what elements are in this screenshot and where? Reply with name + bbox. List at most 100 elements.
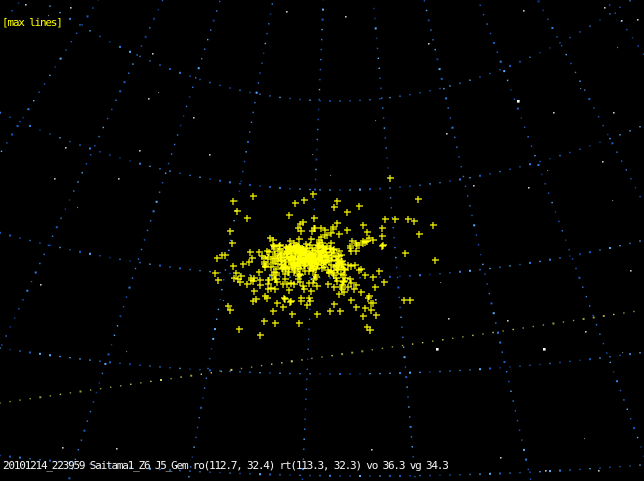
grid-dot bbox=[223, 279, 225, 281]
grid-dot bbox=[259, 473, 261, 476]
grid-dot bbox=[115, 99, 117, 101]
grid-dot bbox=[9, 348, 11, 351]
grid-dot bbox=[89, 463, 91, 465]
grid-dot bbox=[209, 81, 211, 84]
grid-dot bbox=[475, 234, 478, 236]
grid-dot bbox=[170, 153, 173, 155]
grid-dot bbox=[449, 117, 452, 119]
grid-dot bbox=[464, 185, 467, 187]
grid-dot bbox=[339, 373, 341, 375]
grid-dot bbox=[152, 210, 155, 213]
grid-dot bbox=[29, 458, 31, 460]
grid-dot bbox=[140, 45, 143, 47]
grid-dot bbox=[139, 261, 141, 264]
grid-dot bbox=[611, 142, 614, 145]
grid-dot bbox=[39, 242, 41, 244]
grid-dot bbox=[47, 244, 50, 247]
grid-dot bbox=[537, 164, 540, 166]
star bbox=[523, 10, 525, 12]
grid-dot bbox=[199, 176, 201, 178]
grid-dot bbox=[129, 260, 131, 262]
grid-dot bbox=[11, 10, 13, 12]
grid-dot bbox=[506, 79, 509, 82]
grid-dot bbox=[199, 269, 201, 272]
grid-dot bbox=[406, 386, 408, 388]
grid-dot bbox=[303, 448, 305, 450]
grid-dot bbox=[299, 373, 301, 375]
grid-dot bbox=[309, 277, 311, 279]
grid-dot bbox=[319, 68, 322, 71]
grid-dot bbox=[569, 151, 571, 154]
grid-dot bbox=[359, 188, 361, 191]
grid-dot bbox=[212, 337, 215, 340]
grid-dot bbox=[289, 372, 291, 375]
grid-dot bbox=[329, 189, 331, 191]
grid-dot bbox=[99, 387, 102, 390]
grid-dot bbox=[98, 382, 101, 384]
grid-dot bbox=[104, 362, 107, 365]
grid-dot bbox=[106, 117, 109, 120]
grid-dot bbox=[459, 178, 461, 181]
grid-dot bbox=[551, 201, 553, 204]
grid-dot bbox=[34, 271, 37, 274]
star bbox=[637, 19, 639, 21]
grid-dot bbox=[516, 419, 519, 422]
grid-dot bbox=[479, 76, 481, 78]
grid-dot bbox=[607, 133, 609, 136]
grid-dot bbox=[221, 289, 223, 291]
grid-dot bbox=[409, 416, 411, 418]
star bbox=[116, 448, 118, 450]
grid-dot bbox=[502, 330, 504, 332]
grid-dot bbox=[268, 23, 270, 25]
grid-dot bbox=[137, 258, 140, 260]
grid-dot bbox=[390, 207, 393, 209]
grid-dot bbox=[631, 37, 634, 39]
grid-dot bbox=[59, 11, 61, 14]
grid-dot bbox=[16, 125, 19, 127]
grid-dot bbox=[522, 327, 524, 329]
star bbox=[375, 299, 377, 301]
grid-dot bbox=[169, 68, 171, 70]
star bbox=[126, 351, 128, 353]
star bbox=[40, 284, 42, 286]
grid-dot bbox=[530, 145, 533, 147]
grid-dot bbox=[230, 368, 233, 371]
grid-dot bbox=[18, 308, 20, 310]
grid-dot bbox=[471, 214, 473, 217]
star bbox=[77, 207, 79, 209]
grid-dot bbox=[9, 116, 11, 118]
grid-dot bbox=[320, 48, 322, 51]
grid-dot bbox=[614, 12, 616, 14]
grid-dot bbox=[149, 165, 151, 167]
grid-dot bbox=[529, 471, 531, 473]
grid-dot bbox=[519, 471, 521, 474]
grid-dot bbox=[459, 270, 461, 273]
grid-dot bbox=[99, 255, 101, 257]
grid-dot bbox=[592, 316, 595, 319]
grid-dot bbox=[81, 172, 83, 174]
grid-dot bbox=[143, 239, 146, 241]
grid-dot bbox=[477, 244, 480, 246]
grid-dot bbox=[27, 108, 30, 111]
grid-dot bbox=[6, 142, 8, 144]
star bbox=[65, 147, 67, 149]
grid-dot bbox=[589, 305, 591, 307]
grid-dot bbox=[609, 13, 611, 15]
star bbox=[630, 270, 632, 272]
grid-dot bbox=[469, 205, 471, 207]
grid-dot bbox=[389, 197, 392, 199]
grid-dot bbox=[182, 115, 185, 117]
grid-dot bbox=[102, 126, 104, 129]
grid-dot bbox=[579, 468, 581, 471]
grid-dot bbox=[139, 467, 141, 469]
grid-dot bbox=[259, 72, 261, 74]
grid-dot bbox=[299, 98, 301, 101]
grid-dot bbox=[373, 7, 375, 10]
grid-dot bbox=[321, 18, 324, 21]
grid-dot bbox=[119, 315, 122, 318]
grid-dot bbox=[307, 358, 309, 360]
grid-dot bbox=[589, 468, 591, 470]
grid-dot bbox=[216, 318, 218, 320]
grid-dot bbox=[306, 378, 308, 380]
